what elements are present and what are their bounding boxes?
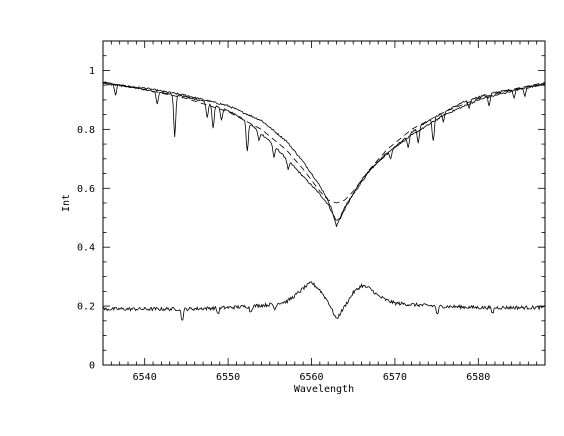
x-axis-label: Wavelength (294, 384, 354, 395)
x-tick-label: 6550 (216, 372, 240, 383)
series-group (102, 81, 546, 321)
series-line-4 (102, 281, 546, 321)
y-tick-label: 0.2 (77, 302, 95, 313)
x-tick-label: 6570 (383, 372, 407, 383)
y-tick-label: 0 (89, 361, 95, 372)
series-line-3 (102, 81, 546, 204)
y-axis-label: Int (61, 194, 72, 212)
x-tick-label: 6580 (466, 372, 490, 383)
series-line-1 (102, 81, 546, 221)
axis-tick-labels: 6540 6550 6560 6570 6580 0 0.2 0.4 0.6 0.8 1 (77, 66, 490, 383)
plot-frame (102, 40, 546, 366)
x-tick-label: 6560 (299, 372, 323, 383)
x-tick-label: 6540 (133, 372, 157, 383)
series-line-2 (102, 82, 546, 227)
y-tick-label: 0.6 (77, 184, 95, 195)
y-tick-label: 0.8 (77, 125, 95, 136)
y-tick-label: 1 (89, 66, 95, 77)
axis-ticks (102, 40, 546, 366)
y-tick-label: 0.4 (77, 243, 95, 254)
